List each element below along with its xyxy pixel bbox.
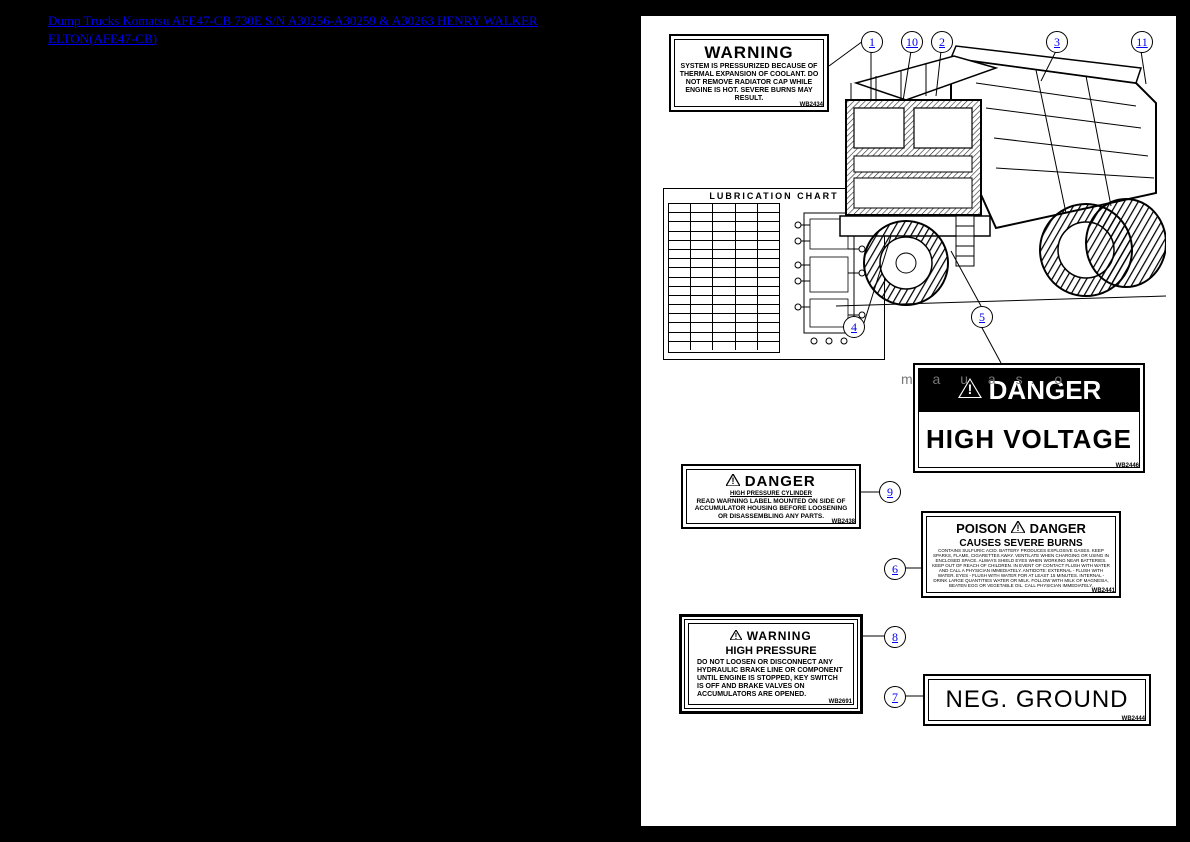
callout-5[interactable]: 5 <box>971 306 993 328</box>
callout-1[interactable]: 1 <box>861 31 883 53</box>
leader-lines <box>641 6 1176 826</box>
diagram-panel: WARNING SYSTEM IS PRESSURIZED BECAUSE OF… <box>640 5 1177 827</box>
page-root: Dump Trucks Komatsu AFE47-CB 730E S/N A3… <box>0 0 1190 842</box>
callout-6[interactable]: 6 <box>884 558 906 580</box>
callout-8[interactable]: 8 <box>884 626 906 648</box>
callout-11[interactable]: 11 <box>1131 31 1153 53</box>
callout-4[interactable]: 4 <box>843 316 865 338</box>
callout-3[interactable]: 3 <box>1046 31 1068 53</box>
callout-7[interactable]: 7 <box>884 686 906 708</box>
callout-2[interactable]: 2 <box>931 31 953 53</box>
breadcrumb-link[interactable]: Dump Trucks Komatsu AFE47-CB 730E S/N A3… <box>48 12 568 47</box>
callout-10[interactable]: 10 <box>901 31 923 53</box>
callout-9[interactable]: 9 <box>879 481 901 503</box>
